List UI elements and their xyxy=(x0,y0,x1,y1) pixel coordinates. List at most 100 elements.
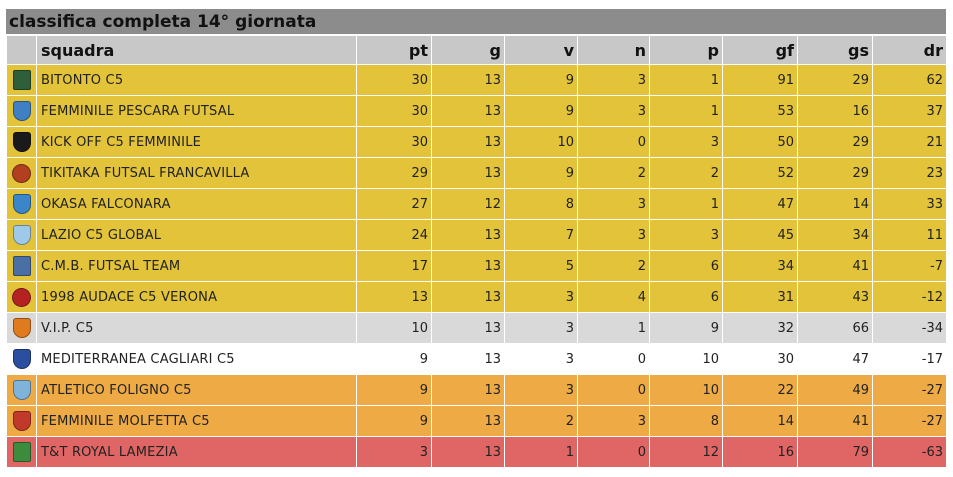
goals-for-cell: 34 xyxy=(722,250,798,282)
goals-for-cell: 30 xyxy=(722,343,798,375)
wins-cell: 9 xyxy=(504,157,578,189)
foligno-crest-icon xyxy=(12,380,31,400)
wins-cell: 3 xyxy=(504,343,578,375)
team-logo-cell xyxy=(6,95,37,127)
goal-difference-cell: 21 xyxy=(872,126,947,158)
team-logo-cell xyxy=(6,250,37,282)
goal-difference-cell: -34 xyxy=(872,312,947,344)
goals-for-cell: 52 xyxy=(722,157,798,189)
team-name-cell[interactable]: MEDITERRANEA CAGLIARI C5 xyxy=(36,343,357,375)
goal-difference-cell: 11 xyxy=(872,219,947,251)
team-logo-cell xyxy=(6,374,37,406)
goals-for-cell: 14 xyxy=(722,405,798,437)
team-name-cell[interactable]: FEMMINILE PESCARA FUTSAL xyxy=(36,95,357,127)
played-cell: 13 xyxy=(431,95,505,127)
wins-cell: 3 xyxy=(504,312,578,344)
team-name-cell[interactable]: TIKITAKA FUTSAL FRANCAVILLA xyxy=(36,157,357,189)
table-row[interactable]: ATLETICO FOLIGNO C5 9 13 3 0 10 22 49 -27 xyxy=(6,374,947,406)
goals-against-cell: 34 xyxy=(797,219,873,251)
losses-cell: 9 xyxy=(649,312,723,344)
team-name-cell[interactable]: 1998 AUDACE C5 VERONA xyxy=(36,281,357,313)
played-cell: 13 xyxy=(431,157,505,189)
played-cell: 13 xyxy=(431,250,505,282)
table-row[interactable]: FEMMINILE MOLFETTA C5 9 13 2 3 8 14 41 -27 xyxy=(6,405,947,437)
table-row[interactable]: TIKITAKA FUTSAL FRANCAVILLA 29 13 9 2 2 52 29 23 xyxy=(6,157,947,189)
goal-difference-column-header[interactable]: dr xyxy=(872,35,947,65)
table-row[interactable]: V.I.P. C5 10 13 3 1 9 32 66 -34 xyxy=(6,312,947,344)
wins-cell: 8 xyxy=(504,188,578,220)
goals-for-column-header[interactable]: gf xyxy=(722,35,798,65)
table-row[interactable]: FEMMINILE PESCARA FUTSAL 30 13 9 3 1 53 16 37 xyxy=(6,95,947,127)
played-cell: 13 xyxy=(431,281,505,313)
table-row[interactable]: BITONTO C5 30 13 9 3 1 91 29 62 xyxy=(6,64,947,96)
goal-difference-cell: -12 xyxy=(872,281,947,313)
kickoff-crest-icon xyxy=(12,132,31,152)
goals-against-cell: 41 xyxy=(797,405,873,437)
played-cell: 13 xyxy=(431,405,505,437)
goals-against-cell: 16 xyxy=(797,95,873,127)
team-name-cell[interactable]: BITONTO C5 xyxy=(36,64,357,96)
team-name-cell[interactable]: OKASA FALCONARA xyxy=(36,188,357,220)
molfetta-crest-icon xyxy=(12,411,31,431)
royal-lamezia-crest-icon xyxy=(12,442,31,462)
losses-cell: 8 xyxy=(649,405,723,437)
team-column-header[interactable]: squadra xyxy=(36,35,357,65)
table-row[interactable]: OKASA FALCONARA 27 12 8 3 1 47 14 33 xyxy=(6,188,947,220)
table-row[interactable]: C.M.B. FUTSAL TEAM 17 13 5 2 6 34 41 -7 xyxy=(6,250,947,282)
goals-against-cell: 41 xyxy=(797,250,873,282)
points-cell: 3 xyxy=(356,436,432,468)
goals-against-cell: 49 xyxy=(797,374,873,406)
wins-cell: 2 xyxy=(504,405,578,437)
goals-for-cell: 31 xyxy=(722,281,798,313)
points-cell: 13 xyxy=(356,281,432,313)
wins-column-header[interactable]: v xyxy=(504,35,578,65)
draws-column-header[interactable]: n xyxy=(577,35,650,65)
table-row[interactable]: T&T ROYAL LAMEZIA 3 13 1 0 12 16 79 -63 xyxy=(6,436,947,468)
team-name-cell[interactable]: C.M.B. FUTSAL TEAM xyxy=(36,250,357,282)
losses-cell: 1 xyxy=(649,188,723,220)
draws-cell: 3 xyxy=(577,405,650,437)
points-cell: 30 xyxy=(356,64,432,96)
team-logo-cell xyxy=(6,64,37,96)
losses-cell: 3 xyxy=(649,126,723,158)
team-name-cell[interactable]: FEMMINILE MOLFETTA C5 xyxy=(36,405,357,437)
losses-cell: 1 xyxy=(649,95,723,127)
team-name-cell[interactable]: V.I.P. C5 xyxy=(36,312,357,344)
table-header-row: squadra pt g v n p gf gs dr xyxy=(6,35,947,65)
played-column-header[interactable]: g xyxy=(431,35,505,65)
table-row[interactable]: LAZIO C5 GLOBAL 24 13 7 3 3 45 34 11 xyxy=(6,219,947,251)
table-row[interactable]: 1998 AUDACE C5 VERONA 13 13 3 4 6 31 43 -12 xyxy=(6,281,947,313)
losses-cell: 12 xyxy=(649,436,723,468)
team-name-cell[interactable]: T&T ROYAL LAMEZIA xyxy=(36,436,357,468)
draws-cell: 4 xyxy=(577,281,650,313)
table-row[interactable]: KICK OFF C5 FEMMINILE 30 13 10 0 3 50 29 21 xyxy=(6,126,947,158)
goals-for-cell: 91 xyxy=(722,64,798,96)
goals-for-cell: 53 xyxy=(722,95,798,127)
goals-against-cell: 29 xyxy=(797,157,873,189)
played-cell: 13 xyxy=(431,374,505,406)
draws-cell: 3 xyxy=(577,219,650,251)
points-cell: 30 xyxy=(356,126,432,158)
draws-cell: 3 xyxy=(577,64,650,96)
goal-difference-cell: 62 xyxy=(872,64,947,96)
team-name-cell[interactable]: LAZIO C5 GLOBAL xyxy=(36,219,357,251)
goals-against-cell: 47 xyxy=(797,343,873,375)
points-column-header[interactable]: pt xyxy=(356,35,432,65)
goal-difference-cell: 33 xyxy=(872,188,947,220)
audace-crest-icon xyxy=(12,287,31,307)
goal-difference-cell: 23 xyxy=(872,157,947,189)
team-name-cell[interactable]: ATLETICO FOLIGNO C5 xyxy=(36,374,357,406)
table-row[interactable]: MEDITERRANEA CAGLIARI C5 9 13 3 0 10 30 47 -17 xyxy=(6,343,947,375)
mediterranea-crest-icon xyxy=(12,349,31,369)
goals-against-cell: 29 xyxy=(797,64,873,96)
goals-against-column-header[interactable]: gs xyxy=(797,35,873,65)
wins-cell: 7 xyxy=(504,219,578,251)
team-name-cell[interactable]: KICK OFF C5 FEMMINILE xyxy=(36,126,357,158)
goals-for-cell: 45 xyxy=(722,219,798,251)
wins-cell: 10 xyxy=(504,126,578,158)
goal-difference-cell: -27 xyxy=(872,405,947,437)
losses-column-header[interactable]: p xyxy=(649,35,723,65)
points-cell: 9 xyxy=(356,374,432,406)
played-cell: 12 xyxy=(431,188,505,220)
logo-column-header xyxy=(6,35,37,65)
